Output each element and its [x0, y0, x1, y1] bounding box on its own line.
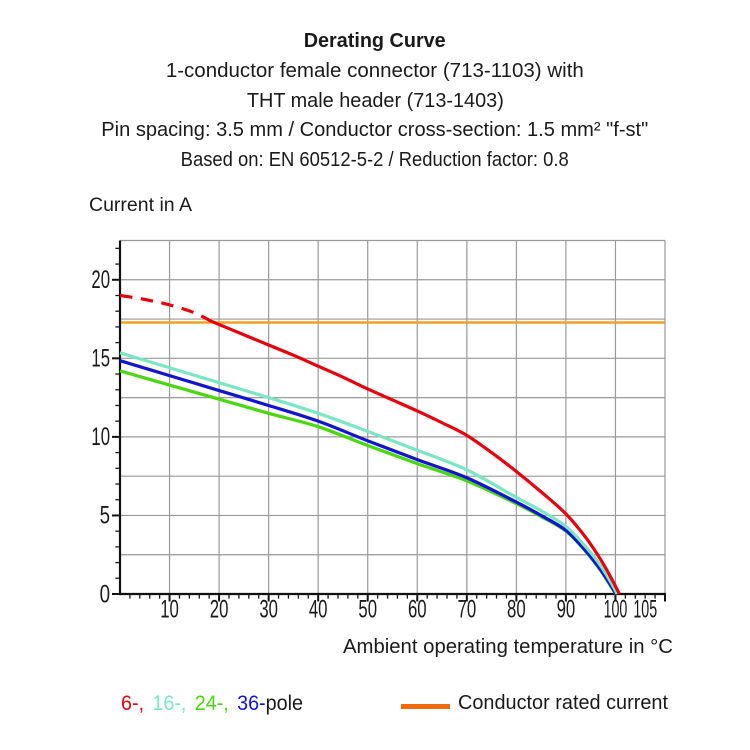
legend-pole-suffix: pole: [265, 691, 303, 715]
y-tick-label-10: 10: [91, 423, 110, 451]
x-tick-label-100: 100: [604, 597, 628, 624]
y-tick-label-5: 5: [100, 501, 110, 529]
legend-pole-counts: 6-, 16-, 24-, 36-pole: [121, 693, 314, 714]
x-tick-label-50: 50: [358, 595, 377, 623]
subtitle-text-1: 1-conductor female connector (713-1103) …: [165, 59, 584, 82]
x-tick-label-40: 40: [309, 595, 328, 623]
y-tick-label-15: 15: [91, 344, 110, 372]
x-axis-title-text: Ambient operating temperature in °C: [342, 635, 673, 659]
subtitle-line-3: Pin spacing: 3.5 mm / Conductor cross-se…: [0, 116, 750, 146]
legend-item-36-pole: 36-: [236, 691, 266, 715]
curve-6-pole-dashed: [119, 293, 213, 323]
rated-current-swatch: [401, 704, 450, 709]
x-tick-label-90: 90: [557, 595, 576, 623]
curve-16-pole: [119, 351, 619, 595]
subtitle-line-2: THT male header (713-1403): [0, 87, 750, 117]
x-tick-label-10: 10: [160, 595, 179, 623]
subtitle-text-2: THT male header (713-1403): [246, 89, 504, 112]
subtitle-line-1: 1-conductor female connector (713-1103) …: [0, 57, 750, 87]
x-tick-label-20: 20: [210, 595, 229, 623]
title-text: Derating Curve: [304, 30, 446, 52]
subtitle-text-3: Pin spacing: 3.5 mm / Conductor cross-se…: [101, 119, 649, 142]
y-axis-title: Current in A: [89, 196, 192, 216]
subtitle-line-4: Based on: EN 60512-5-2 / Reduction facto…: [0, 146, 750, 176]
chart-header: Derating Curve 1-conductor female connec…: [0, 27, 750, 176]
legend-item-24-pole: 24-,: [194, 691, 237, 715]
x-tick-label-30: 30: [259, 595, 278, 623]
y-tick-label-0: 0: [100, 580, 110, 608]
x-axis-title: Ambient operating temperature in °C: [340, 637, 673, 658]
subtitle-text-4: Based on: EN 60512-5-2 / Reduction facto…: [180, 149, 570, 172]
x-tick-label-70: 70: [458, 595, 477, 623]
curve-36-pole: [119, 359, 618, 595]
legend-pole-items: 6-, 16-, 24-, 36-pole: [121, 693, 303, 714]
page-title: Derating Curve: [0, 27, 750, 57]
y-axis-title-text: Current in A: [88, 194, 192, 217]
x-tick-label-105: 105: [633, 597, 657, 624]
legend-item-16-pole: 16-,: [151, 691, 195, 715]
y-tick-label-20: 20: [91, 266, 110, 294]
curve-6-pole: [211, 319, 621, 595]
x-tick-label-60: 60: [408, 595, 427, 623]
legend-item-6-pole: 6-,: [120, 691, 152, 715]
rated-current-label-text: Conductor rated current: [458, 691, 669, 714]
x-tick-label-80: 80: [507, 595, 526, 623]
rated-current-label: Conductor rated current: [458, 691, 675, 714]
